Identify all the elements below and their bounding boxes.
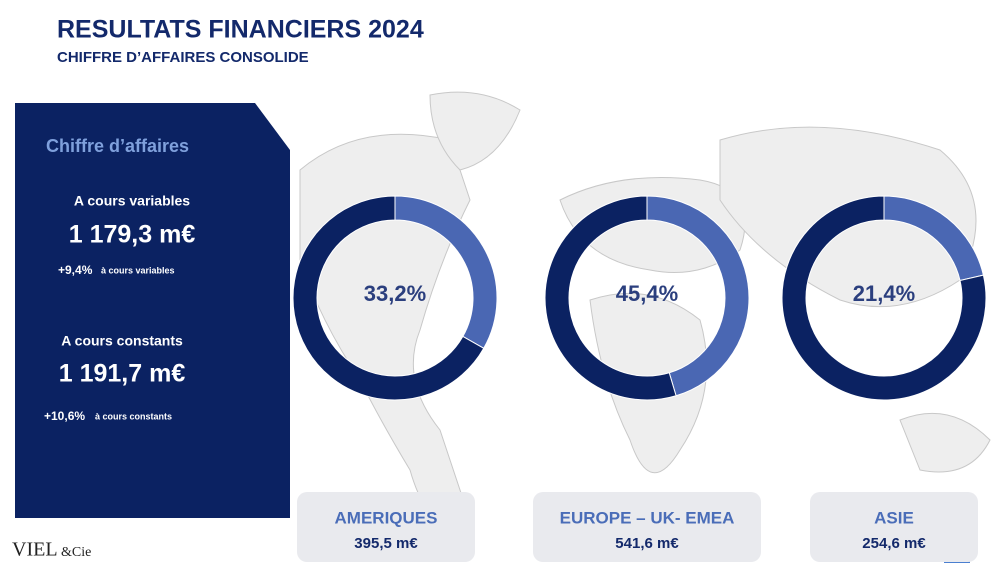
region-card	[810, 492, 978, 562]
logo-name: VIEL	[12, 539, 58, 561]
section-growth: +9,4%	[58, 263, 93, 277]
section-label: A cours variables	[74, 193, 190, 209]
section-amount: 1 191,7 m€	[59, 360, 186, 388]
donut-segment	[781, 195, 987, 401]
region-name: EUROPE – UK- EMEA	[560, 508, 735, 527]
summary-panel	[15, 103, 290, 518]
region-card	[297, 492, 475, 562]
slide-title: RESULTATS FINANCIERS 2024	[57, 16, 424, 44]
region-card	[533, 492, 761, 562]
slide-subtitle: CHIFFRE D’AFFAIRES CONSOLIDE	[57, 49, 309, 66]
world-map	[299, 91, 991, 525]
region-name: AMERIQUES	[335, 508, 438, 527]
section-growth-note: à cours variables	[101, 265, 175, 275]
section-label: A cours constants	[61, 333, 183, 349]
section-growth: +10,6%	[44, 409, 85, 423]
donut-segment	[292, 195, 485, 401]
donut-label: 45,4%	[616, 281, 678, 306]
region-total: 395,5 m€	[354, 535, 418, 552]
donut-label: 33,2%	[364, 281, 426, 306]
donut-segment	[544, 195, 677, 401]
section-amount: 1 179,3 m€	[69, 221, 196, 249]
region-total: 541,6 m€	[615, 535, 679, 552]
logo-suffix: &Cie	[61, 545, 91, 560]
panel-title: Chiffre d’affaires	[46, 136, 189, 156]
region-total: 254,6 m€	[862, 535, 926, 552]
region-name: ASIE	[874, 508, 914, 527]
section-growth-note: à cours constants	[95, 411, 172, 421]
donut-label: 21,4%	[853, 281, 915, 306]
